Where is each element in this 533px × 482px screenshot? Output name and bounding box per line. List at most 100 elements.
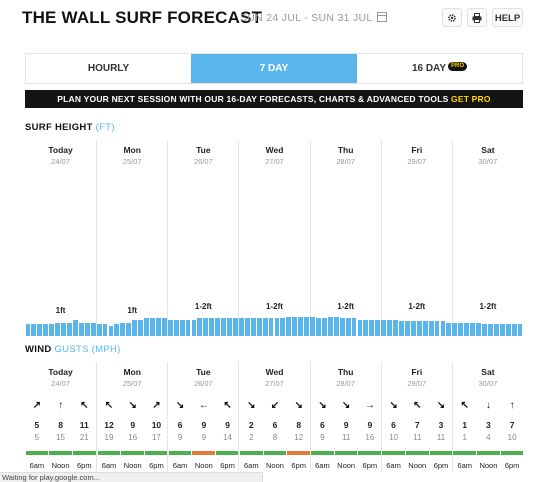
tab-7-day[interactable]: 7 DAY xyxy=(191,54,357,83)
printer-icon xyxy=(472,13,482,23)
surf-height-bar xyxy=(250,318,256,336)
surf-height-bar xyxy=(161,318,167,336)
wind-direction-arrow-icon: ↓ xyxy=(485,400,491,411)
day-name: Fri xyxy=(411,367,423,377)
surf-height-bar xyxy=(43,324,49,336)
time-label: Noon xyxy=(408,461,427,470)
day-date: 26/07 xyxy=(193,379,213,388)
surf-height-bar xyxy=(304,316,310,336)
surf-height-bar xyxy=(369,319,375,336)
wind-gust: 1 xyxy=(462,433,467,442)
surf-height-bar xyxy=(464,322,470,336)
wind-speed: 2 xyxy=(248,420,254,430)
surf-height-value: 1ft xyxy=(127,306,138,315)
promo-banner[interactable]: PLAN YOUR NEXT SESSION WITH OUR 16-DAY F… xyxy=(25,90,523,108)
surf-height-bar xyxy=(78,322,84,336)
day-column: Today 24/07 1ft xyxy=(25,140,96,336)
tab-hourly[interactable]: HOURLY xyxy=(26,54,191,83)
day-column: Fri 29/07 1-2ft xyxy=(380,140,452,336)
wind-speed: 3 xyxy=(486,420,491,430)
wind-speed: 8 xyxy=(58,420,63,430)
surf-height-bar xyxy=(233,318,238,336)
surf-height-bar xyxy=(108,325,114,336)
help-button[interactable]: HELP xyxy=(492,8,523,27)
print-button[interactable] xyxy=(467,8,487,27)
time-label: Noon xyxy=(266,461,284,470)
date-range[interactable]: SUN 24 JUL - SUN 31 JUL xyxy=(240,12,387,24)
surf-height-bar xyxy=(203,318,209,336)
wind-gust: 16 xyxy=(365,433,375,442)
surf-height-bar xyxy=(126,322,132,336)
calendar-icon[interactable] xyxy=(376,12,387,22)
time-label: 6am xyxy=(315,461,330,470)
wind-gust: 11 xyxy=(436,433,446,442)
day-date: 25/07 xyxy=(122,157,142,166)
date-range-label: SUN 24 JUL - SUN 31 JUL xyxy=(240,12,373,24)
surf-height-bar xyxy=(244,318,250,336)
tab-hourly-label: HOURLY xyxy=(87,63,130,74)
day-column: Sat 30/07 ↖ 1 1 6am ↓ 3 4 Noon ↑ 7 10 6pm xyxy=(451,362,524,472)
wind-gust: 10 xyxy=(507,433,517,442)
surf-height-value: 1-2ft xyxy=(194,302,212,311)
day-name: Sat xyxy=(481,367,495,377)
day-column: Wed 27/07 1-2ft xyxy=(238,140,309,336)
time-label: 6pm xyxy=(362,461,378,470)
wind-rating-bar xyxy=(405,451,429,455)
wind-rating-bar xyxy=(311,451,334,455)
page-title: THE WALL SURF FORECAST xyxy=(22,8,263,27)
surf-height-bar xyxy=(67,322,72,336)
surf-height-bar xyxy=(280,318,286,336)
time-label: 6pm xyxy=(504,461,520,470)
get-pro-link[interactable]: GET PRO xyxy=(451,94,491,104)
surf-height-bar xyxy=(493,324,499,336)
wind-unit[interactable]: (MPH) xyxy=(91,344,121,355)
surf-height-value: 1ft xyxy=(55,306,66,315)
surf-height-bar xyxy=(114,324,120,336)
wind-gust: 17 xyxy=(151,433,161,442)
surf-height-bar xyxy=(55,322,61,336)
day-name: Tue xyxy=(196,145,211,155)
surf-height-unit[interactable]: (FT) xyxy=(95,122,115,133)
surf-height-bar xyxy=(333,316,339,336)
wind-gust: 16 xyxy=(128,433,138,442)
wind-gust: 8 xyxy=(272,433,278,442)
day-column: Mon 25/07 ↖ 12 19 6am ↘ 9 16 Noon ↗ 10 17 6pm xyxy=(96,362,168,472)
surf-height-value: 1-2ft xyxy=(479,302,497,311)
wind-speed: 6 xyxy=(391,420,396,430)
wind-speed: 3 xyxy=(438,420,444,430)
tab-16-day-label: 16 DAY xyxy=(411,63,447,74)
wind-direction-arrow-icon: ↑ xyxy=(58,400,64,411)
wind-rating-bar xyxy=(49,451,72,455)
settings-button[interactable] xyxy=(442,8,462,27)
wind-gust: 11 xyxy=(341,433,351,442)
wind-rating-bar xyxy=(216,451,239,455)
surf-height-bar xyxy=(49,324,55,336)
surf-height-bar xyxy=(327,316,333,336)
day-name: Mon xyxy=(123,367,141,377)
day-name: Mon xyxy=(123,145,141,155)
surf-height-bar xyxy=(292,316,298,336)
wind-gust: 9 xyxy=(177,433,183,442)
wind-speed: 7 xyxy=(414,420,420,430)
day-name: Sat xyxy=(481,145,495,155)
surf-height-bar xyxy=(381,319,387,336)
wind-rating-bar xyxy=(334,451,358,455)
wind-direction-arrow-icon: ↖ xyxy=(80,400,89,411)
wind-direction-arrow-icon: → xyxy=(364,400,375,411)
wind-rating-bar xyxy=(263,451,287,455)
day-date: 29/07 xyxy=(407,157,427,166)
wind-rating-bar xyxy=(192,451,216,455)
surf-height-bar xyxy=(191,319,197,336)
time-label: 6am xyxy=(243,461,259,470)
wind-gust: 2 xyxy=(249,433,254,442)
surf-height-bar xyxy=(150,318,155,336)
surf-height-bar xyxy=(132,319,138,336)
wind-gust: 4 xyxy=(486,433,491,442)
surf-height-bar xyxy=(268,318,274,336)
wind-direction-arrow-icon: ↘ xyxy=(341,400,351,411)
day-name: Tue xyxy=(196,367,211,377)
wind-direction-arrow-icon: ↘ xyxy=(389,400,398,411)
surf-height-label: SURF HEIGHT xyxy=(25,122,93,133)
surf-height-bar xyxy=(422,321,428,336)
tab-16-day[interactable]: 16 DAY PRO xyxy=(357,54,522,83)
